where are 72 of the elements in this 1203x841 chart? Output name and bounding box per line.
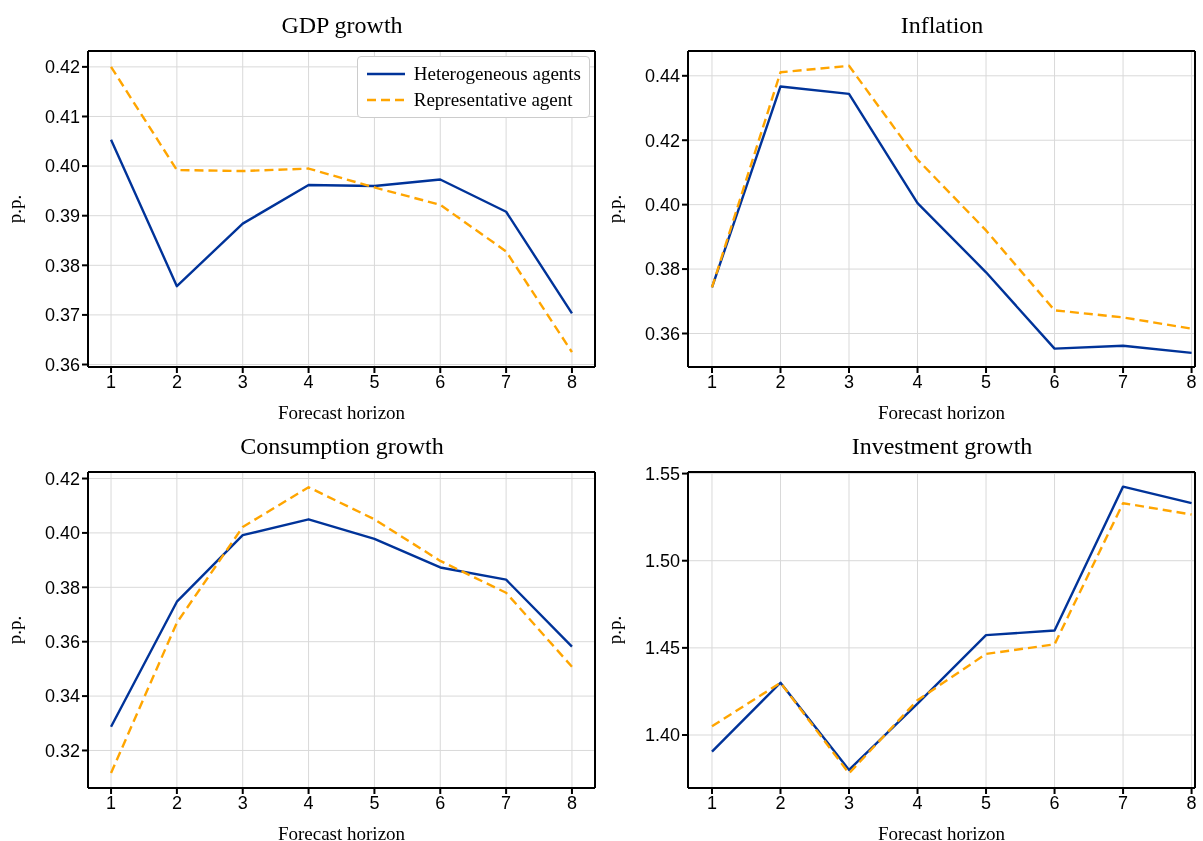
y-tick-label: 0.36 — [644, 323, 680, 344]
y-axis-title: p.p. — [3, 194, 25, 224]
chart-title: Investment growth — [850, 433, 1034, 460]
x-tick-label: 7 — [501, 371, 512, 392]
x-tick-label: 8 — [566, 792, 577, 813]
y-tick-label: 0.42 — [644, 130, 680, 151]
x-axis-title: Forecast horizon — [877, 402, 1006, 423]
y-tick-label: 1.55 — [644, 463, 680, 484]
x-axis-title: Forecast horizon — [277, 402, 406, 423]
x-tick-label: 2 — [775, 371, 786, 392]
y-tick-label: 0.34 — [44, 686, 80, 707]
chart-title: Inflation — [899, 12, 985, 39]
x-tick-label: 2 — [775, 792, 786, 813]
x-tick-label: 5 — [981, 371, 992, 392]
line-series — [109, 138, 574, 315]
x-tick-label: 7 — [501, 792, 512, 813]
y-tick-label: 0.40 — [44, 523, 80, 544]
line-series — [710, 64, 1193, 330]
x-tick-label: 4 — [912, 371, 923, 392]
chart-title: GDP growth — [280, 12, 404, 39]
x-axis-title: Forecast horizon — [877, 823, 1006, 841]
x-tick-label: 2 — [171, 792, 182, 813]
x-tick-label: 6 — [1049, 792, 1060, 813]
x-tick-label: 1 — [706, 371, 717, 392]
y-tick-label: 0.40 — [644, 195, 680, 216]
y-tick-label: 0.36 — [44, 632, 80, 653]
x-tick-label: 5 — [981, 792, 992, 813]
x-tick-label: 1 — [106, 792, 117, 813]
x-tick-label: 7 — [1118, 371, 1129, 392]
x-tick-label: 8 — [566, 371, 577, 392]
legend-label: Representative agent — [413, 88, 573, 112]
chart-title: Consumption growth — [239, 433, 445, 460]
x-tick-label: 6 — [435, 792, 446, 813]
y-axis-title: p.p. — [3, 615, 25, 645]
x-tick-label: 3 — [844, 792, 855, 813]
y-tick-label: 1.45 — [644, 638, 680, 659]
line-series — [109, 518, 574, 729]
y-tick-label: 0.36 — [44, 354, 80, 375]
y-tick-label: 1.50 — [644, 551, 680, 572]
x-tick-label: 6 — [435, 371, 446, 392]
x-tick-label: 8 — [1186, 371, 1197, 392]
x-tick-label: 6 — [1049, 371, 1060, 392]
y-tick-label: 0.44 — [644, 66, 680, 87]
y-tick-label: 1.40 — [644, 725, 680, 746]
x-axis-title: Forecast horizon — [277, 823, 406, 841]
x-tick-label: 4 — [912, 792, 923, 813]
y-axis-title: p.p. — [603, 615, 625, 645]
y-tick-label: 0.37 — [44, 305, 80, 326]
x-tick-label: 3 — [237, 371, 248, 392]
y-tick-label: 0.42 — [44, 57, 80, 78]
x-tick-label: 3 — [844, 371, 855, 392]
y-tick-label: 0.38 — [44, 255, 80, 276]
x-tick-label: 4 — [303, 371, 314, 392]
y-tick-label: 0.40 — [44, 156, 80, 177]
x-tick-label: 1 — [106, 371, 117, 392]
x-tick-label: 1 — [706, 792, 717, 813]
x-tick-label: 5 — [369, 792, 380, 813]
x-tick-label: 4 — [303, 792, 314, 813]
y-axis-title: p.p. — [603, 194, 625, 224]
y-tick-label: 0.32 — [44, 740, 80, 761]
legend-label: Heterogeneous agents — [413, 62, 581, 86]
y-tick-label: 0.39 — [44, 206, 80, 227]
x-tick-label: 7 — [1118, 792, 1129, 813]
y-tick-label: 0.38 — [44, 577, 80, 598]
y-tick-label: 0.42 — [44, 468, 80, 489]
y-tick-label: 0.41 — [44, 106, 80, 127]
line-series — [109, 486, 574, 775]
y-tick-label: 0.38 — [644, 259, 680, 280]
x-tick-label: 2 — [171, 371, 182, 392]
x-tick-label: 5 — [369, 371, 380, 392]
x-tick-label: 8 — [1186, 792, 1197, 813]
x-tick-label: 3 — [237, 792, 248, 813]
